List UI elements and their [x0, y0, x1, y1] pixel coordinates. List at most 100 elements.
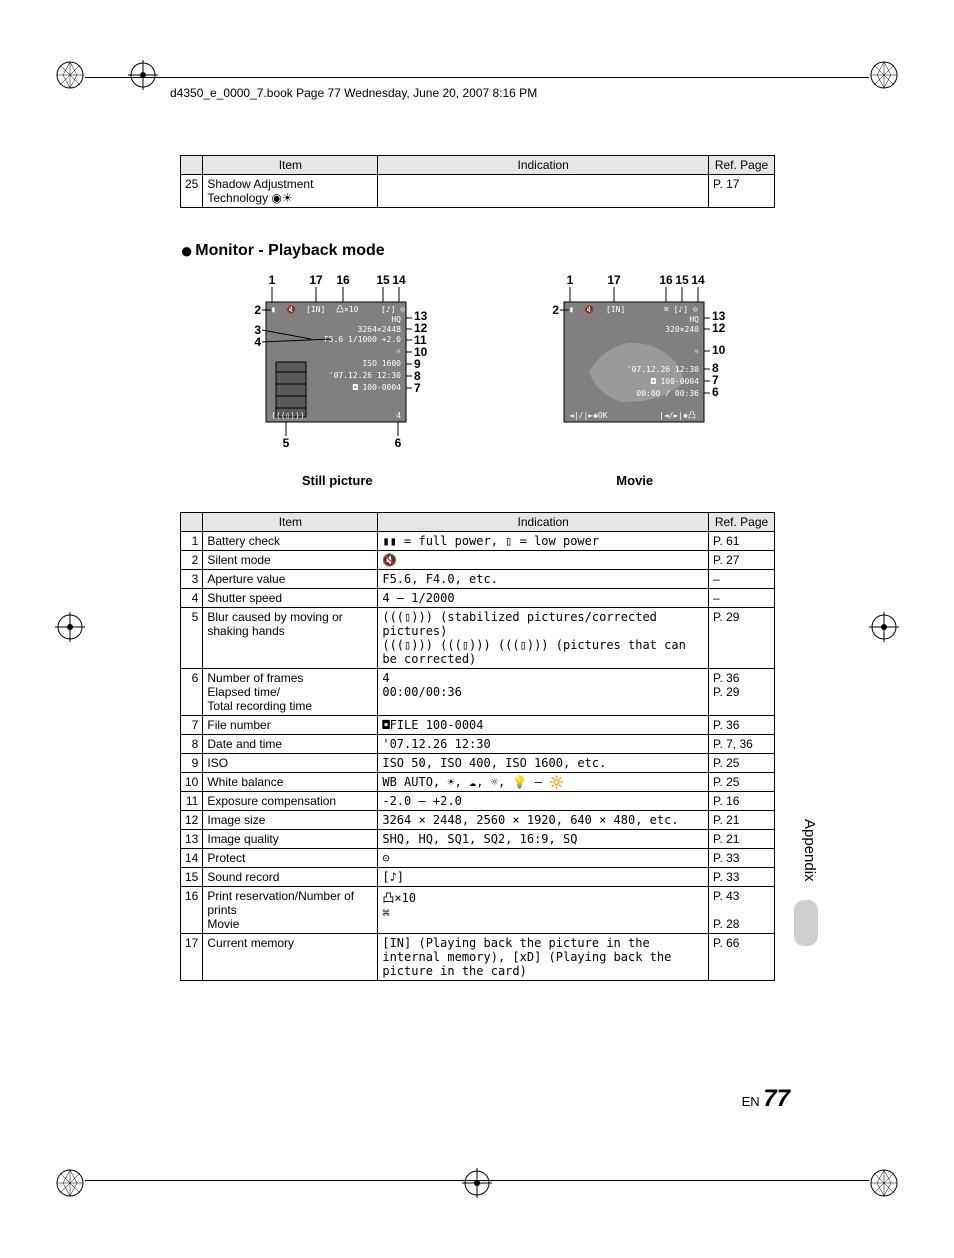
cell-num: 12 [181, 811, 203, 830]
cell-indication: 凸×10 ⌘ [378, 887, 709, 934]
header-meta: d4350_e_0000_7.book Page 77 Wednesday, J… [170, 86, 537, 100]
cell-indication: [♪] [378, 868, 709, 887]
cell-item: Protect [203, 849, 378, 868]
cell-num: 15 [181, 868, 203, 887]
cell-ref: P. 25 [709, 773, 775, 792]
cell-item: Print reservation/Number of prints Movie [203, 887, 378, 934]
svg-text:6: 6 [395, 436, 402, 450]
cell-ref: P. 66 [709, 934, 775, 981]
svg-text:7: 7 [414, 381, 421, 395]
svg-text:'07.12.26 12:30: '07.12.26 12:30 [329, 371, 401, 380]
cell-ref: P. 25 [709, 754, 775, 773]
cell-num: 1 [181, 532, 203, 551]
svg-text:16: 16 [659, 273, 673, 287]
table-row: 6Number of frames Elapsed time/ Total re… [181, 669, 775, 716]
cell-indication: ▮▮ = full power, ▯ = low power [378, 532, 709, 551]
table-row: 9ISOISO 50, ISO 400, ISO 1600, etc.P. 25 [181, 754, 775, 773]
cell-item: Aperture value [203, 570, 378, 589]
main-table: Item Indication Ref. Page 1Battery check… [180, 512, 775, 981]
cell-indication: ISO 50, ISO 400, ISO 1600, etc. [378, 754, 709, 773]
crop-mark-mid-left [55, 612, 85, 642]
table-row: 14Protect⊝P. 33 [181, 849, 775, 868]
svg-text:凸×10: 凸×10 [336, 305, 359, 314]
table-row: 11Exposure compensation-2.0 – +2.0P. 16 [181, 792, 775, 811]
cell-ref: P. 43 P. 28 [709, 887, 775, 934]
cell-indication: '07.12.26 12:30 [378, 735, 709, 754]
cell-ref: P. 7, 36 [709, 735, 775, 754]
svg-text:|◄/►|◆凸: |◄/►|◆凸 [659, 411, 696, 420]
svg-text:17: 17 [310, 273, 324, 287]
table-row: 12Image size3264 × 2448, 2560 × 1920, 64… [181, 811, 775, 830]
cell-indication: F5.6, F4.0, etc. [378, 570, 709, 589]
side-tab-appendix: Appendix [794, 795, 818, 905]
caption-row: Still picture Movie [180, 473, 775, 488]
cell-ref: P. 61 [709, 532, 775, 551]
svg-text:(((▯))): (((▯))) [271, 411, 305, 420]
cell-indication: 3264 × 2448, 2560 × 1920, 640 × 480, etc… [378, 811, 709, 830]
page-number-big: 77 [763, 1085, 790, 1112]
caption-movie: Movie [616, 473, 653, 488]
bullet-icon: ● [180, 238, 193, 263]
svg-text:[IN]: [IN] [606, 305, 625, 314]
svg-text:15: 15 [377, 273, 391, 287]
svg-text:320×240: 320×240 [665, 325, 699, 334]
cell-indication: [IN] (Playing back the picture in the in… [378, 934, 709, 981]
cell-indication: (((▯))) (stabilized pictures/corrected p… [378, 608, 709, 669]
table-row: 4Shutter speed4 – 1/2000– [181, 589, 775, 608]
crop-mark-bottom-center [462, 1168, 492, 1198]
table-row: 17Current memory[IN] (Playing back the p… [181, 934, 775, 981]
th-indication: Indication [378, 156, 709, 175]
cell-num: 13 [181, 830, 203, 849]
section-heading: ●Monitor - Playback mode [180, 238, 775, 264]
cell-ref: P. 21 [709, 830, 775, 849]
cell-ref: P. 33 [709, 868, 775, 887]
svg-text:▮: ▮ [271, 305, 276, 314]
mth-num [181, 513, 203, 532]
svg-text:17: 17 [607, 273, 621, 287]
svg-text:HQ: HQ [392, 315, 402, 324]
svg-text:1: 1 [566, 273, 573, 287]
cell-item: Exposure compensation [203, 792, 378, 811]
cell-num: 17 [181, 934, 203, 981]
svg-text:12: 12 [712, 321, 726, 335]
svg-text:◄|/|►◆OK: ◄|/|►◆OK [569, 411, 608, 420]
svg-text:2: 2 [255, 303, 262, 317]
cell-ref: P. 16 [709, 792, 775, 811]
side-tab-bg [794, 900, 818, 946]
svg-text:HQ: HQ [689, 315, 699, 324]
cell-item: Silent mode [203, 551, 378, 570]
th-refpage: Ref. Page [709, 156, 775, 175]
th-num [181, 156, 203, 175]
table-row: 7File number◘FILE 100-0004P. 36 [181, 716, 775, 735]
cell-num: 8 [181, 735, 203, 754]
table-row: 3Aperture valueF5.6, F4.0, etc.– [181, 570, 775, 589]
crop-line-top [85, 77, 869, 78]
svg-text:3264×2448: 3264×2448 [358, 325, 402, 334]
svg-text:⌘ [♪] ⊝: ⌘ [♪] ⊝ [664, 305, 698, 314]
svg-text:☼: ☼ [694, 347, 699, 356]
cell-num: 10 [181, 773, 203, 792]
page-number: EN 77 [742, 1085, 790, 1113]
svg-text:4: 4 [396, 411, 401, 420]
top-table: Item Indication Ref. Page 25 Shadow Adju… [180, 155, 775, 208]
diagram-left: HQ 3264×2448 F5.6 1/1000 +2.0 ☼ ISO 1600… [216, 272, 441, 467]
svg-text:10: 10 [712, 343, 726, 357]
svg-text:00:00 / 00:36: 00:00 / 00:36 [636, 389, 699, 398]
cell-indication: ⊝ [378, 849, 709, 868]
svg-text:◘ 100-0004: ◘ 100-0004 [352, 383, 401, 392]
page-content: Item Indication Ref. Page 25 Shadow Adju… [180, 155, 775, 981]
diagram-row: HQ 3264×2448 F5.6 1/1000 +2.0 ☼ ISO 1600… [180, 272, 775, 467]
svg-text:14: 14 [393, 273, 407, 287]
svg-text:ISO 1600: ISO 1600 [363, 359, 402, 368]
svg-text:◘ 100-0004: ◘ 100-0004 [650, 377, 699, 386]
cell-num: 3 [181, 570, 203, 589]
cell-indication: 4 – 1/2000 [378, 589, 709, 608]
svg-text:[♪] ⊝: [♪] ⊝ [381, 305, 405, 314]
cell-item: Number of frames Elapsed time/ Total rec… [203, 669, 378, 716]
movie-diagram: HQ 320×240 ☼ '07.12.26 12:30 ◘ 100-0004 … [514, 272, 739, 467]
cell-ref: P. 29 [709, 608, 775, 669]
cell-ref: P. 36 P. 29 [709, 669, 775, 716]
cell-item: Current memory [203, 934, 378, 981]
shadow-adjust-icon: ◉☀ [271, 191, 292, 205]
still-picture-diagram: HQ 3264×2448 F5.6 1/1000 +2.0 ☼ ISO 1600… [216, 272, 441, 467]
